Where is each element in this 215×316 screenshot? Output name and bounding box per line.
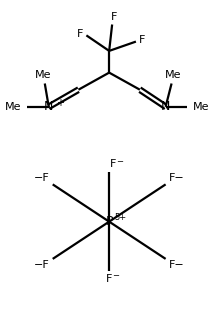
Text: −F: −F (34, 260, 50, 270)
Text: Me: Me (165, 70, 182, 80)
Text: −F: −F (34, 173, 50, 183)
Text: 5+: 5+ (114, 213, 126, 222)
Text: N: N (44, 100, 54, 113)
Text: N: N (161, 100, 170, 113)
Text: Me: Me (35, 70, 51, 80)
Text: F: F (77, 29, 83, 39)
Text: Me: Me (5, 102, 21, 112)
Text: F: F (111, 12, 117, 22)
Text: −: − (117, 157, 124, 167)
Text: +: + (56, 98, 64, 108)
Text: Me: Me (193, 102, 210, 112)
Text: F−: F− (169, 260, 184, 270)
Text: F: F (106, 274, 112, 284)
Text: P: P (105, 215, 113, 228)
Text: −: − (113, 271, 120, 280)
Text: F: F (139, 35, 145, 45)
Text: F: F (110, 160, 116, 169)
Text: F−: F− (169, 173, 184, 183)
